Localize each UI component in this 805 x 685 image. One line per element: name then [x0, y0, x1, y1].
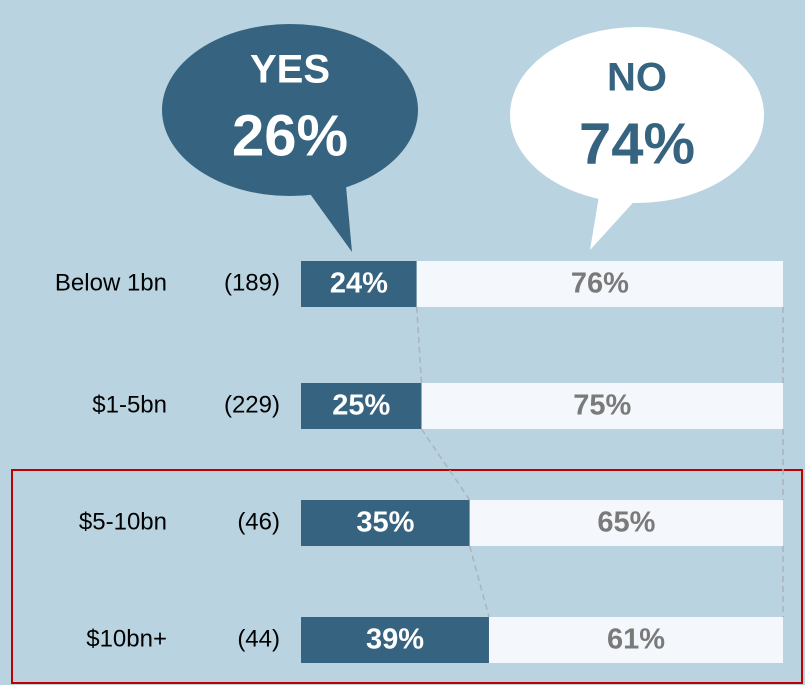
value-label: 61% [607, 624, 665, 656]
yes-bubble [162, 24, 418, 252]
sample-size: (46) [237, 508, 280, 535]
no-label: NO [607, 56, 667, 100]
bar-segment [301, 617, 489, 663]
bar-segment [488, 617, 783, 663]
connector [420, 428, 471, 501]
yes-total: 26% [232, 103, 348, 168]
connector [468, 545, 490, 618]
value-label: 25% [332, 390, 390, 422]
sample-size: (44) [237, 625, 280, 652]
no-bubble [510, 27, 764, 250]
value-label: 39% [366, 624, 424, 656]
no-total: 74% [579, 111, 695, 176]
value-label: 65% [597, 507, 655, 539]
bar-segment [421, 383, 783, 429]
bar-segment [469, 500, 783, 546]
connector [415, 306, 423, 384]
value-label: 24% [330, 268, 388, 300]
category-label: $10bn+ [86, 625, 167, 652]
value-label: 76% [571, 268, 629, 300]
value-label: 35% [356, 507, 414, 539]
value-label: 75% [573, 390, 631, 422]
yes-label: YES [250, 48, 330, 92]
category-label: $5-10bn [79, 508, 167, 535]
bar-segment [301, 383, 422, 429]
bar-segment [301, 261, 417, 307]
category-label: Below 1bn [55, 269, 167, 296]
bar-segment [301, 500, 470, 546]
sample-size: (189) [224, 269, 280, 296]
sample-size: (229) [224, 391, 280, 418]
highlight-box [11, 469, 803, 684]
bar-segment [416, 261, 783, 307]
category-label: $1-5bn [92, 391, 167, 418]
